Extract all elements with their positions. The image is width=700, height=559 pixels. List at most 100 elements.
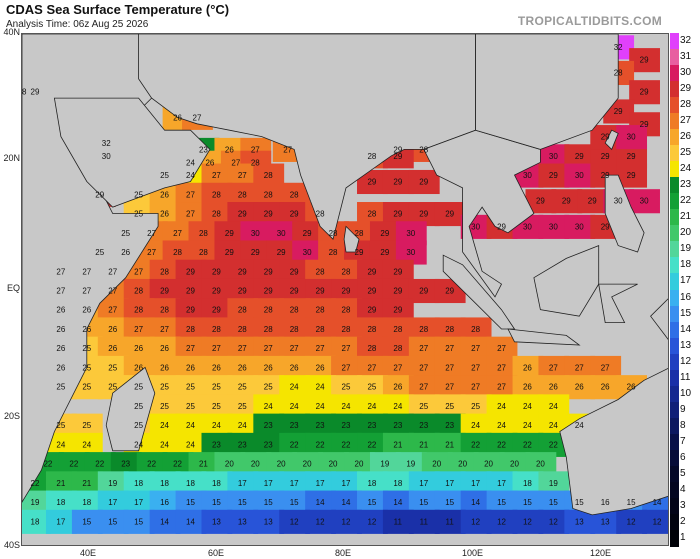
- sst-value-label: 15: [367, 498, 376, 507]
- colorbar-segment: [670, 433, 679, 451]
- colorbar-label: 21: [680, 211, 692, 223]
- borneo-island: [533, 245, 600, 317]
- sst-value-label: 30: [523, 171, 532, 180]
- sst-value-label: 26: [316, 363, 325, 372]
- colorbar-label: 7: [680, 435, 686, 447]
- sri-lanka-island: [343, 225, 360, 253]
- sst-value-label: 29: [601, 133, 610, 142]
- sst-value-label: 24: [186, 421, 195, 430]
- sst-value-label: 29: [588, 197, 597, 206]
- brand-watermark: TROPICALTIDBITS.COM: [517, 14, 662, 28]
- sst-cell: [382, 509, 414, 534]
- sst-value-label: 29: [95, 190, 104, 199]
- sst-value-label: 26: [134, 363, 143, 372]
- sst-cell: [434, 509, 466, 534]
- sst-value-label: 18: [212, 479, 221, 488]
- sst-value-label: 25: [82, 344, 91, 353]
- sst-value-label: 29: [251, 248, 260, 257]
- sst-value-label: 20: [432, 460, 441, 469]
- sst-value-label: 26: [212, 363, 221, 372]
- sst-value-label: 25: [160, 171, 169, 180]
- sst-value-label: 26: [225, 145, 234, 154]
- sst-value-label: 24: [134, 440, 143, 449]
- sst-value-label: 11: [394, 517, 403, 526]
- sst-value-label: 28: [22, 88, 27, 97]
- sst-value-label: 24: [160, 440, 169, 449]
- sst-value-label: 22: [173, 460, 182, 469]
- sst-cell: [564, 375, 596, 400]
- sst-value-label: 22: [31, 479, 40, 488]
- sst-value-label: 26: [575, 383, 584, 392]
- sst-value-label: 26: [173, 113, 182, 122]
- sst-value-label: 27: [212, 171, 221, 180]
- sst-value-label: 30: [627, 133, 636, 142]
- sst-value-label: 29: [419, 210, 428, 219]
- colorbar-segment: [670, 129, 679, 146]
- sst-value-label: 23: [199, 145, 208, 154]
- sst-value-label: 29: [264, 210, 273, 219]
- sst-value-label: 23: [212, 440, 221, 449]
- sst-value-label: 30: [549, 222, 558, 231]
- colorbar-label: 29: [680, 83, 692, 95]
- sst-value-label: 29: [640, 120, 649, 129]
- colorbar-label: 14: [680, 323, 692, 335]
- sst-value-label: 25: [134, 402, 143, 411]
- sst-value-label: 28: [212, 190, 221, 199]
- sst-value-label: 22: [471, 440, 480, 449]
- sst-cell: [551, 189, 583, 214]
- sst-value-label: 17: [419, 479, 428, 488]
- taiwan-island: [604, 129, 619, 151]
- sst-value-label: 25: [134, 210, 143, 219]
- colorbar-segment: [670, 193, 679, 210]
- sst-value-label: 27: [471, 383, 480, 392]
- sst-value-label: 28: [445, 325, 454, 334]
- sst-value-label: 26: [238, 363, 247, 372]
- sst-value-label: 20: [510, 460, 519, 469]
- sst-value-label: 15: [549, 498, 558, 507]
- sst-value-label: 24: [575, 421, 584, 430]
- sst-value-label: 29: [380, 248, 389, 257]
- sst-value-label: 27: [316, 344, 325, 353]
- sst-value-label: 29: [212, 287, 221, 296]
- colorbar-label: 12: [680, 355, 692, 367]
- sst-value-label: 20: [303, 460, 312, 469]
- sst-value-label: 29: [367, 177, 376, 186]
- sst-value-label: 29: [367, 267, 376, 276]
- sst-value-label: 26: [393, 383, 402, 392]
- lat-label-eq: EQ: [6, 283, 20, 293]
- colorbar-segment: [670, 289, 679, 307]
- sst-value-label: 29: [238, 267, 247, 276]
- colorbar-segment: [670, 241, 679, 258]
- sst-value-label: 27: [134, 267, 143, 276]
- sst-value-label: 15: [497, 498, 506, 507]
- sst-value-label: 27: [238, 344, 247, 353]
- sst-value-label: 30: [406, 248, 415, 257]
- sst-value-label: 26: [160, 190, 169, 199]
- sst-cell: [460, 509, 492, 534]
- colorbar-segment: [670, 225, 679, 242]
- sst-value-label: 13: [601, 517, 610, 526]
- colorbar-segment: [670, 481, 679, 499]
- sst-value-label: 30: [471, 222, 480, 231]
- sst-value-label: 28: [134, 287, 143, 296]
- sst-value-label: 29: [367, 287, 376, 296]
- sst-value-label: 28: [238, 306, 247, 315]
- sst-value-label: 27: [497, 383, 506, 392]
- sst-value-label: 28: [316, 325, 325, 334]
- sst-value-label: 26: [205, 158, 214, 167]
- sst-value-label: 15: [575, 498, 584, 507]
- colorbar-segment: [670, 337, 679, 355]
- sst-value-label: 19: [380, 460, 389, 469]
- sst-value-label: 18: [393, 479, 402, 488]
- sst-value-label: 27: [147, 229, 156, 238]
- sst-value-label: 25: [56, 383, 65, 392]
- lon-label-100e: 100E: [462, 548, 484, 558]
- java-island: [507, 328, 581, 346]
- sst-value-label: 24: [393, 402, 402, 411]
- sst-value-label: 26: [601, 383, 610, 392]
- sst-value-label: 26: [56, 325, 65, 334]
- sst-value-label: 23: [445, 421, 454, 430]
- sst-value-label: 32: [102, 139, 111, 148]
- sst-value-label: 29: [342, 287, 351, 296]
- sst-value-label: 12: [316, 517, 325, 526]
